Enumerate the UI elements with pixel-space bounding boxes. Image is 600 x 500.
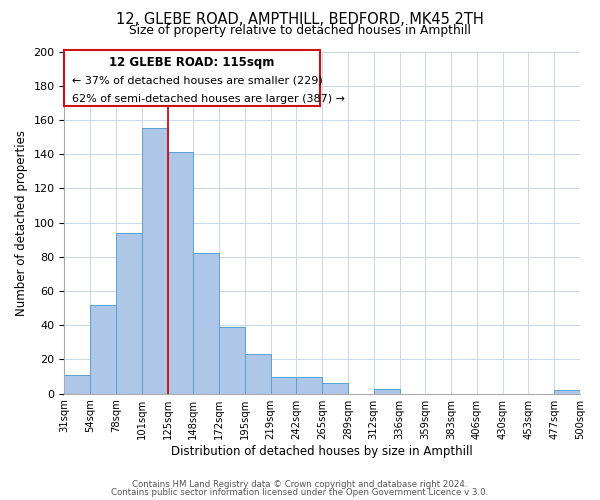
- Bar: [167, 152, 193, 394]
- Bar: [193, 254, 219, 394]
- Bar: [64, 375, 90, 394]
- Text: ← 37% of detached houses are smaller (229): ← 37% of detached houses are smaller (22…: [72, 76, 323, 86]
- Text: 12, GLEBE ROAD, AMPTHILL, BEDFORD, MK45 2TH: 12, GLEBE ROAD, AMPTHILL, BEDFORD, MK45 …: [116, 12, 484, 28]
- Y-axis label: Number of detached properties: Number of detached properties: [15, 130, 28, 316]
- Bar: [322, 384, 348, 394]
- Bar: [554, 390, 580, 394]
- X-axis label: Distribution of detached houses by size in Ampthill: Distribution of detached houses by size …: [172, 444, 473, 458]
- Text: Size of property relative to detached houses in Ampthill: Size of property relative to detached ho…: [129, 24, 471, 37]
- Bar: [142, 128, 167, 394]
- Text: Contains public sector information licensed under the Open Government Licence v : Contains public sector information licen…: [112, 488, 488, 497]
- FancyBboxPatch shape: [64, 50, 320, 106]
- Text: Contains HM Land Registry data © Crown copyright and database right 2024.: Contains HM Land Registry data © Crown c…: [132, 480, 468, 489]
- Bar: [271, 376, 296, 394]
- Bar: [90, 304, 116, 394]
- Text: 62% of semi-detached houses are larger (387) →: 62% of semi-detached houses are larger (…: [72, 94, 345, 104]
- Bar: [296, 376, 322, 394]
- Bar: [374, 388, 400, 394]
- Text: 12 GLEBE ROAD: 115sqm: 12 GLEBE ROAD: 115sqm: [109, 56, 275, 68]
- Bar: [245, 354, 271, 394]
- Bar: [219, 327, 245, 394]
- Bar: [116, 233, 142, 394]
